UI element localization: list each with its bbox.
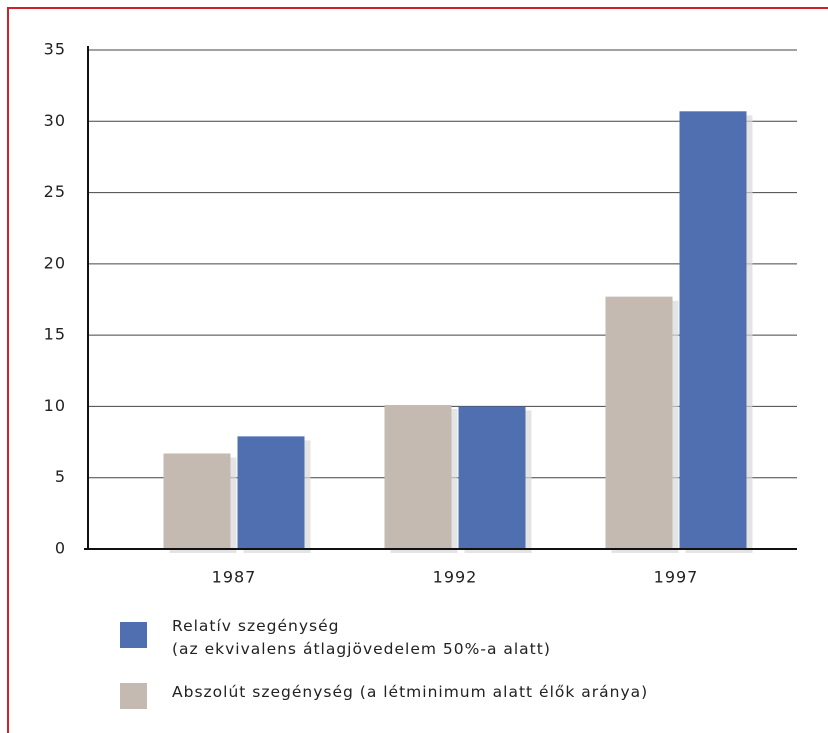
legend-swatch [120,683,147,709]
bar [384,405,452,549]
x-tick-label: 1997 [654,568,699,587]
legend-label: Relatív szegénység (az ekvivalens átlagj… [172,617,551,658]
y-tick-label: 0 [55,539,66,558]
y-tick-label: 5 [55,467,66,486]
y-tick-label: 10 [44,396,66,415]
y-tick-label: 25 [44,182,66,201]
y-tick-label: 30 [44,111,66,130]
x-tick-label: 1992 [433,568,478,587]
y-tick-label: 15 [44,325,66,344]
legend-label: Abszolút szegénység (a létminimum alatt … [172,683,649,701]
bar [605,296,673,549]
frame [7,7,828,733]
bar [163,453,231,549]
bar [237,436,305,549]
bar [679,111,747,549]
bar [458,406,526,549]
y-tick-label: 20 [44,253,66,272]
y-tick-label: 35 [44,40,66,59]
x-tick-label: 1987 [212,568,257,587]
legend-swatch [120,622,147,648]
